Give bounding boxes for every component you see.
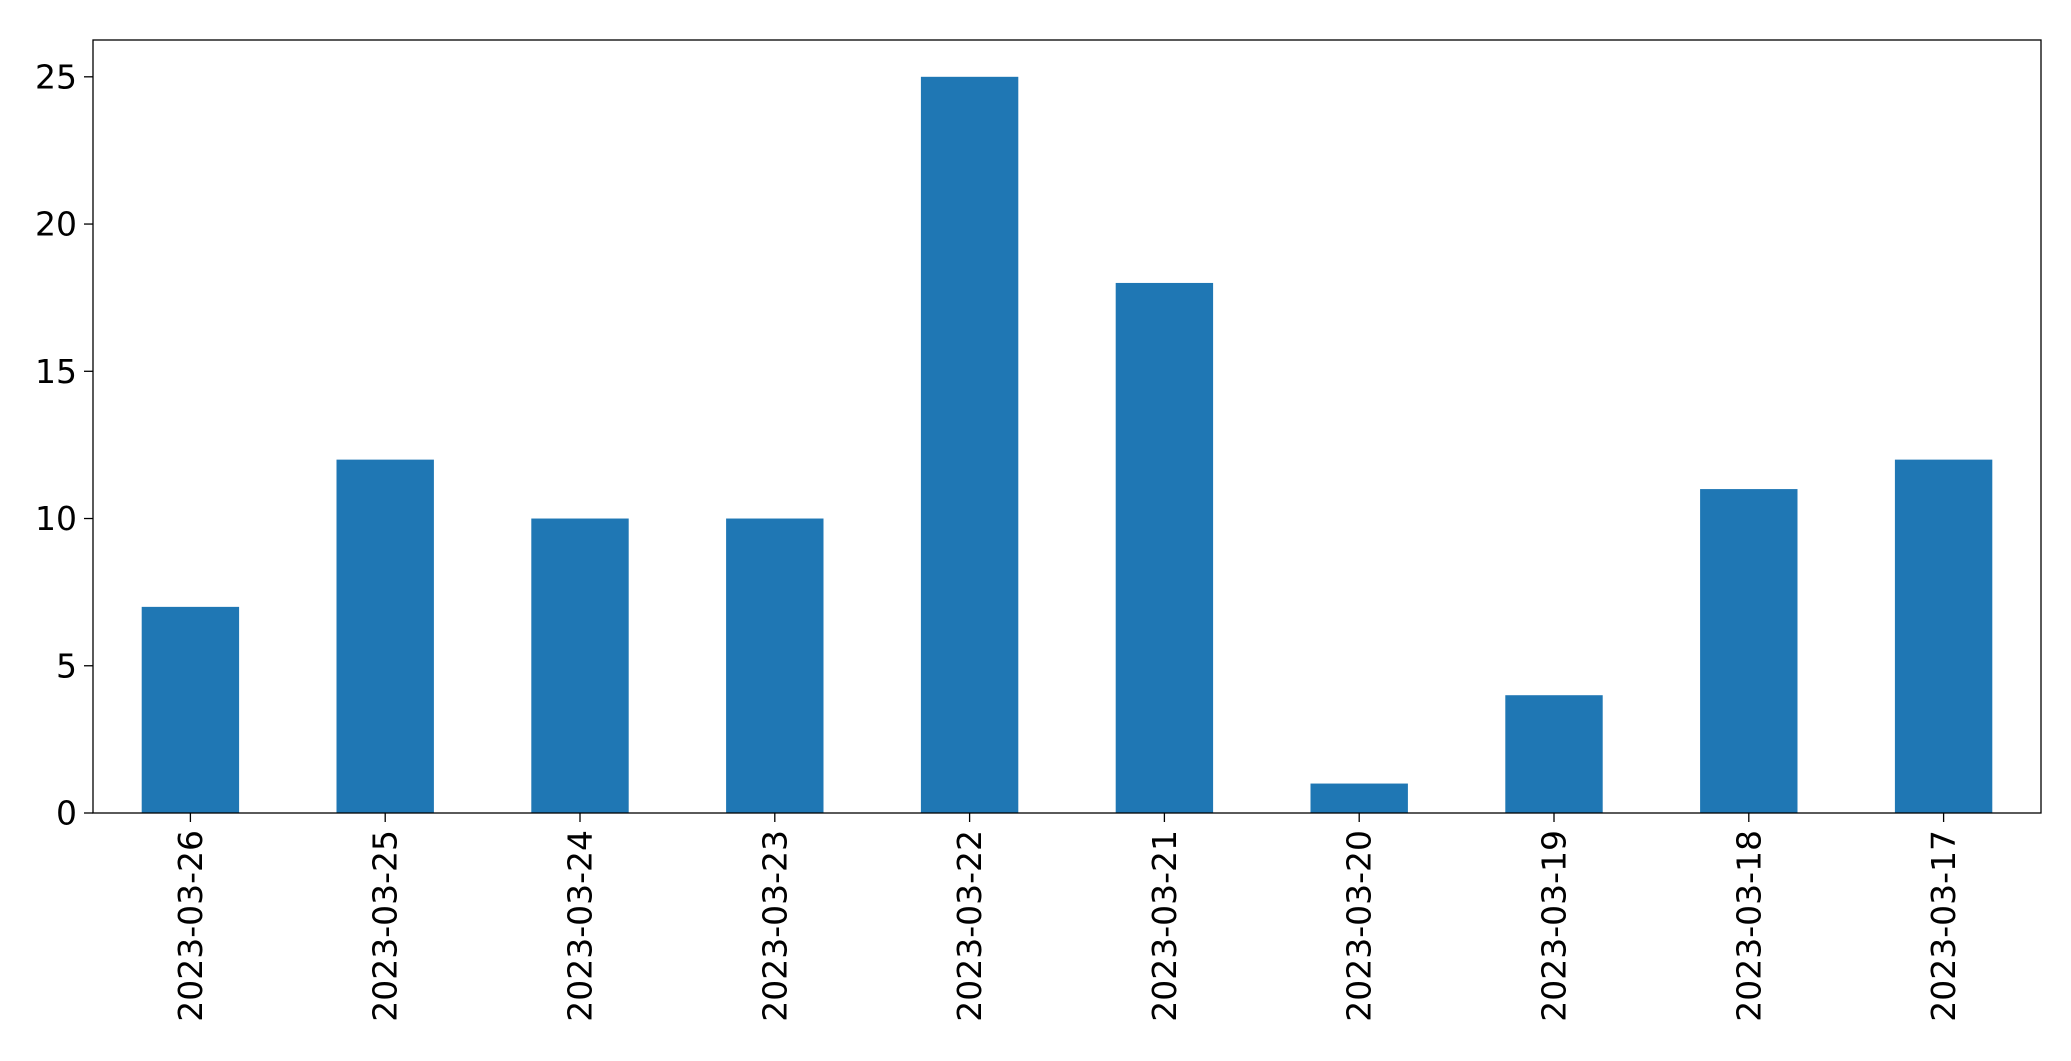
- x-tick-label: 2023-03-21: [1145, 830, 1184, 1022]
- plot-frame: [92, 39, 2042, 814]
- y-tick-label: 5: [56, 646, 77, 685]
- x-tick-label: 2023-03-20: [1340, 830, 1379, 1022]
- x-tick-label: 2023-03-19: [1535, 830, 1574, 1022]
- bar: [336, 459, 434, 813]
- x-tick-label: 2023-03-22: [950, 830, 989, 1022]
- y-tick-label: 0: [56, 794, 77, 833]
- x-tick-label: 2023-03-17: [1924, 830, 1963, 1022]
- bar: [531, 518, 629, 813]
- bar: [1115, 282, 1214, 813]
- bar: [1505, 695, 1603, 813]
- y-tick-label: 20: [35, 205, 77, 244]
- x-tick-label: 2023-03-25: [366, 830, 405, 1022]
- y-tick-label: 25: [35, 57, 77, 96]
- x-tick-label: 2023-03-26: [171, 830, 210, 1022]
- x-tick-label: 2023-03-23: [755, 830, 794, 1022]
- bar: [1700, 489, 1798, 813]
- x-tick-label: 2023-03-24: [561, 830, 600, 1022]
- bar: [1894, 459, 1993, 813]
- bar: [1310, 783, 1408, 813]
- y-tick-label: 10: [35, 499, 77, 538]
- x-tick-label: 2023-03-18: [1729, 830, 1768, 1022]
- bar: [726, 518, 824, 813]
- bar: [141, 606, 240, 813]
- bar: [920, 76, 1019, 814]
- y-tick-label: 15: [35, 352, 77, 391]
